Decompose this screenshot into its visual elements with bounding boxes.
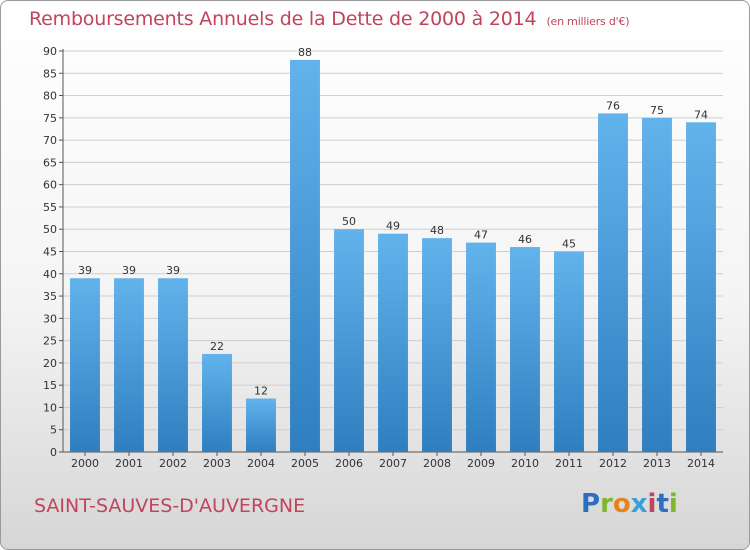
x-tick-label-2008: 2008	[423, 457, 451, 470]
bar-2005	[290, 59, 320, 453]
logo-letter: r	[600, 489, 613, 519]
x-tick-label-2014: 2014	[687, 457, 715, 470]
y-tick-label: 25	[43, 335, 57, 348]
data-label-2011: 45	[562, 238, 576, 251]
data-label-2001: 39	[122, 264, 136, 277]
bar-2007	[378, 233, 408, 452]
x-tick-label-2010: 2010	[511, 457, 539, 470]
labels: 0 5 10 15 20 25 30 35 40 45 50 55 60 65 70 75 80 85 90 39 20…	[43, 45, 715, 470]
logo-letter: t	[656, 489, 669, 519]
logo-letter: P	[581, 489, 601, 519]
y-tick-label: 70	[43, 134, 57, 147]
logo-letter: i	[668, 489, 678, 519]
bar-2002	[158, 278, 188, 452]
bar-2009	[466, 242, 496, 452]
y-tick-label: 75	[43, 112, 57, 125]
bar-2003	[202, 353, 232, 452]
logo-letter: x	[630, 489, 648, 519]
chart-title-text: Remboursements Annuels de la Dette de 20…	[29, 8, 537, 30]
data-label-2010: 46	[518, 233, 532, 246]
bar-2010	[510, 247, 540, 452]
y-tick-label: 45	[43, 246, 57, 259]
x-tick-label-2011: 2011	[555, 457, 583, 470]
bar-2004	[246, 398, 276, 452]
data-label-2012: 76	[606, 99, 620, 112]
x-tick-label-2007: 2007	[379, 457, 407, 470]
x-tick-label-2009: 2009	[467, 457, 495, 470]
data-label-2008: 48	[430, 224, 444, 237]
bars	[70, 59, 716, 453]
data-label-2014: 74	[694, 108, 708, 121]
bar-2000	[70, 278, 100, 452]
y-tick-label: 15	[43, 379, 57, 392]
y-tick-label: 20	[43, 357, 57, 370]
bar-2014	[686, 122, 716, 453]
x-tick-label-2012: 2012	[599, 457, 627, 470]
bar-2012	[598, 113, 628, 452]
y-tick-label: 50	[43, 223, 57, 236]
x-tick-label-2005: 2005	[291, 457, 319, 470]
x-tick-label-2004: 2004	[247, 457, 275, 470]
y-tick-label: 40	[43, 268, 57, 281]
bar-2013	[642, 117, 672, 452]
chart-title: Remboursements Annuels de la Dette de 20…	[29, 8, 630, 30]
bar-2008	[422, 238, 452, 452]
bar-2006	[334, 229, 364, 452]
commune-name: SAINT-SAUVES-D'AUVERGNE	[34, 495, 306, 517]
y-tick-label: 60	[43, 179, 57, 192]
x-tick-label-2002: 2002	[159, 457, 187, 470]
y-tick-label: 80	[43, 90, 57, 103]
data-label-2006: 50	[342, 215, 356, 228]
y-tick-label: 30	[43, 312, 57, 325]
data-label-2009: 47	[474, 229, 488, 242]
proxiti-logo: Proxiti	[581, 489, 678, 519]
chart-unit: (en milliers d'€)	[546, 15, 630, 28]
data-label-2007: 49	[386, 220, 400, 233]
data-label-2000: 39	[78, 264, 92, 277]
y-tick-label: 90	[43, 45, 57, 58]
y-tick-label: 35	[43, 290, 57, 303]
logo-letter: i	[647, 489, 657, 519]
data-label-2002: 39	[166, 264, 180, 277]
y-tick-label: 5	[50, 424, 57, 437]
y-tick-label: 0	[50, 446, 57, 459]
y-tick-label: 65	[43, 156, 57, 169]
x-tick-label-2013: 2013	[643, 457, 671, 470]
x-tick-label-2006: 2006	[335, 457, 363, 470]
data-label-2005: 88	[298, 46, 312, 59]
data-label-2013: 75	[650, 104, 664, 117]
x-tick-label-2000: 2000	[71, 457, 99, 470]
y-tick-label: 85	[43, 67, 57, 80]
data-label-2004: 12	[254, 385, 268, 398]
bar-2011	[554, 251, 584, 452]
data-label-2003: 22	[210, 340, 224, 353]
x-tick-label-2001: 2001	[115, 457, 143, 470]
x-tick-label-2003: 2003	[203, 457, 231, 470]
y-tick-label: 55	[43, 201, 57, 214]
y-tick-label: 10	[43, 401, 57, 414]
logo-letter: o	[612, 489, 631, 519]
bar-2001	[114, 278, 144, 452]
